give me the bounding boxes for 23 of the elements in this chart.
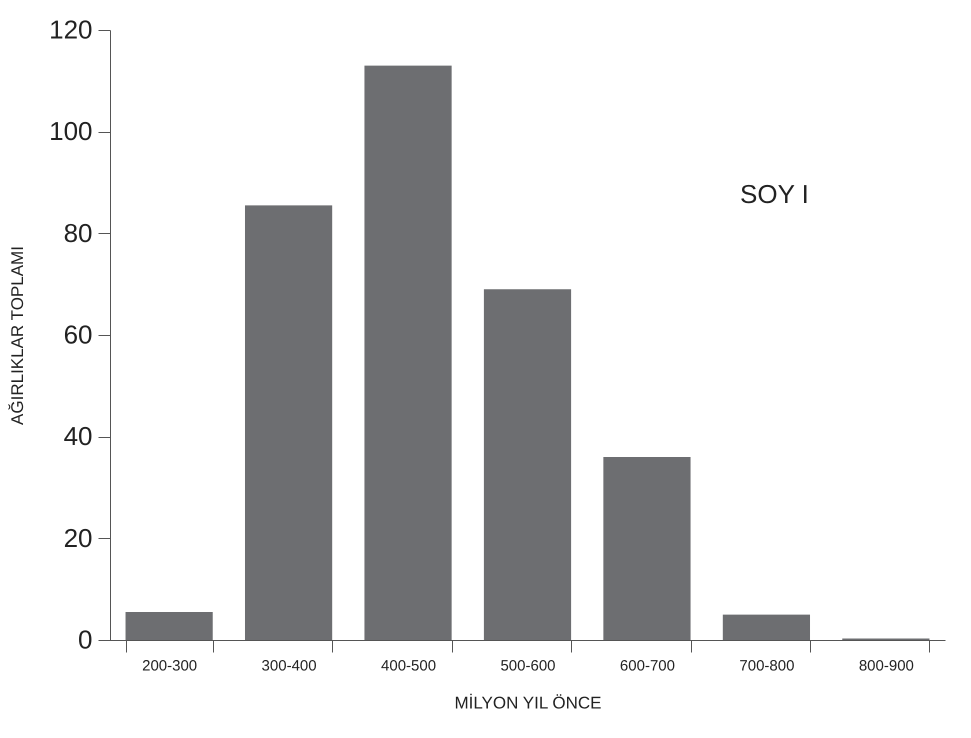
x-tick-label: 300-400 [262, 658, 317, 674]
y-axis-title: AĞIRLIKLAR TOPLAMI [8, 246, 28, 425]
bar [722, 614, 810, 640]
y-tick-label: 0 [78, 624, 92, 654]
y-tick-label: 40 [64, 421, 92, 452]
y-tick-label: 60 [64, 320, 92, 350]
bar [244, 205, 332, 640]
y-tick-label: 100 [49, 116, 92, 146]
x-axis-title: MİLYON YIL ÖNCE [454, 694, 602, 712]
y-tick-label: 80 [64, 218, 92, 248]
x-tick-label: 800-900 [858, 658, 914, 674]
y-tick-label: 120 [49, 14, 92, 44]
y-tick-label: 20 [64, 522, 92, 553]
annotation: SOY I [740, 179, 809, 209]
x-tick-label: 700-800 [739, 658, 794, 674]
bar [484, 289, 572, 640]
bar [603, 457, 691, 640]
x-tick-label: 200-300 [142, 658, 198, 674]
bar [364, 66, 452, 640]
bar [126, 612, 213, 640]
x-tick-label: 600-700 [620, 658, 675, 674]
x-tick-label: 400-500 [381, 658, 436, 674]
x-tick-label: 500-600 [500, 658, 556, 674]
